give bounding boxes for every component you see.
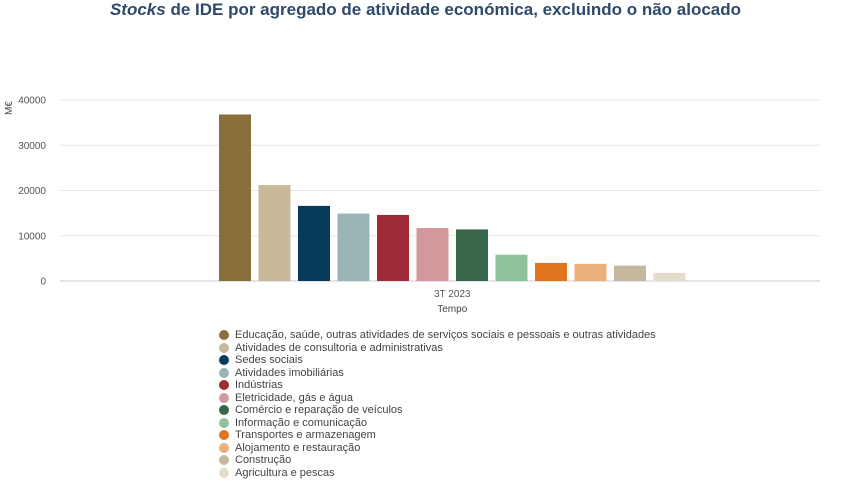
legend-swatch xyxy=(219,467,229,478)
legend-swatch xyxy=(219,330,229,341)
bar[interactable]: Comércio e reparação de veículos: 11400 xyxy=(456,229,488,281)
bar[interactable]: Sedes sociais: 16600 xyxy=(298,205,330,281)
legend-item[interactable]: Sedes sociais xyxy=(219,354,656,367)
legend-label: Indústrias xyxy=(235,379,283,391)
bar[interactable]: Indústrias: 14600 xyxy=(377,214,409,281)
bar[interactable]: Educação, saúde, outras atividades de se… xyxy=(219,114,251,281)
bar[interactable]: Informação e comunicação: 5800 xyxy=(495,254,528,281)
bar[interactable]: Construção: 3400 xyxy=(614,265,646,281)
bar[interactable]: Atividades de consultoria e administrati… xyxy=(258,185,291,281)
legend-item[interactable]: Atividades de consultoria e administrati… xyxy=(219,342,656,355)
legend-item[interactable]: Transportes e armazenagem xyxy=(219,429,656,442)
legend-item[interactable]: Informação e comunicação xyxy=(219,417,656,430)
legend-item[interactable]: Alojamento e restauração xyxy=(219,442,656,455)
legend-label: Atividades de consultoria e administrati… xyxy=(235,341,443,354)
legend-swatch xyxy=(219,355,229,366)
legend-item[interactable]: Comércio e reparação de veículos xyxy=(219,404,656,417)
legend: Educação, saúde, outras atividades de se… xyxy=(219,329,656,479)
bar[interactable]: Alojamento e restauração: 3800 xyxy=(574,263,607,281)
y-tick-label: 40000 xyxy=(18,96,46,107)
y-axis-title: M€ xyxy=(4,101,15,115)
bar-chart: Educação, saúde, outras atividades de se… xyxy=(4,96,820,315)
bar-layer: Educação, saúde, outras atividades de se… xyxy=(219,114,686,281)
x-axis-title: Tempo xyxy=(437,304,467,315)
legend-swatch xyxy=(219,417,229,428)
legend-swatch xyxy=(219,342,229,353)
y-tick-label: 20000 xyxy=(18,186,46,197)
bar[interactable]: Atividades imobiliárias: 14900 xyxy=(337,213,370,281)
bar[interactable]: Transportes e armazenagem: 4000 xyxy=(535,262,567,281)
legend-label: Sedes sociais xyxy=(235,354,303,366)
legend-label: Comércio e reparação de veículos xyxy=(235,404,403,416)
y-tick-label: 0 xyxy=(40,277,46,288)
chart-title-italic: Stocks xyxy=(109,0,166,19)
tick-layer: 0 10000 20000 30000 40000 3T 2023 xyxy=(18,96,471,301)
legend-label: Alojamento e restauração xyxy=(235,441,361,454)
legend-label: Eletricidade, gás e água xyxy=(235,391,354,404)
legend-label: Agricultura e pescas xyxy=(235,466,335,479)
legend-item[interactable]: Construção xyxy=(219,454,656,467)
legend-item[interactable]: Educação, saúde, outras atividades de se… xyxy=(219,329,656,342)
bar[interactable]: Eletricidade, gás e água: 11700 xyxy=(416,228,449,281)
bar[interactable]: Agricultura e pescas: 1800 xyxy=(653,272,686,281)
legend-swatch xyxy=(219,405,229,416)
legend-label: Atividades imobiliárias xyxy=(235,366,344,379)
legend-swatch xyxy=(219,430,229,441)
legend-item[interactable]: Agricultura e pescas xyxy=(219,467,656,480)
legend-item[interactable]: Indústrias xyxy=(219,379,656,392)
x-tick-label: 3T 2023 xyxy=(434,289,471,300)
y-tick-label: 10000 xyxy=(18,231,46,242)
legend-swatch xyxy=(219,392,229,403)
legend-swatch xyxy=(219,442,229,453)
legend-label: Transportes e armazenagem xyxy=(235,429,376,441)
legend-label: Construção xyxy=(235,454,292,466)
legend-item[interactable]: Eletricidade, gás e água xyxy=(219,392,656,405)
y-tick-label: 30000 xyxy=(18,141,46,152)
legend-label: Informação e comunicação xyxy=(235,416,368,429)
legend-item[interactable]: Atividades imobiliárias xyxy=(219,367,656,380)
legend-label: Educação, saúde, outras atividades de se… xyxy=(235,329,656,341)
legend-swatch xyxy=(219,455,229,466)
chart-title-rest: de IDE por agregado de atividade económi… xyxy=(165,0,742,19)
legend-swatch xyxy=(219,367,229,378)
chart-title: Stocks de IDE por agregado de atividade … xyxy=(0,0,851,20)
legend-swatch xyxy=(219,380,229,391)
